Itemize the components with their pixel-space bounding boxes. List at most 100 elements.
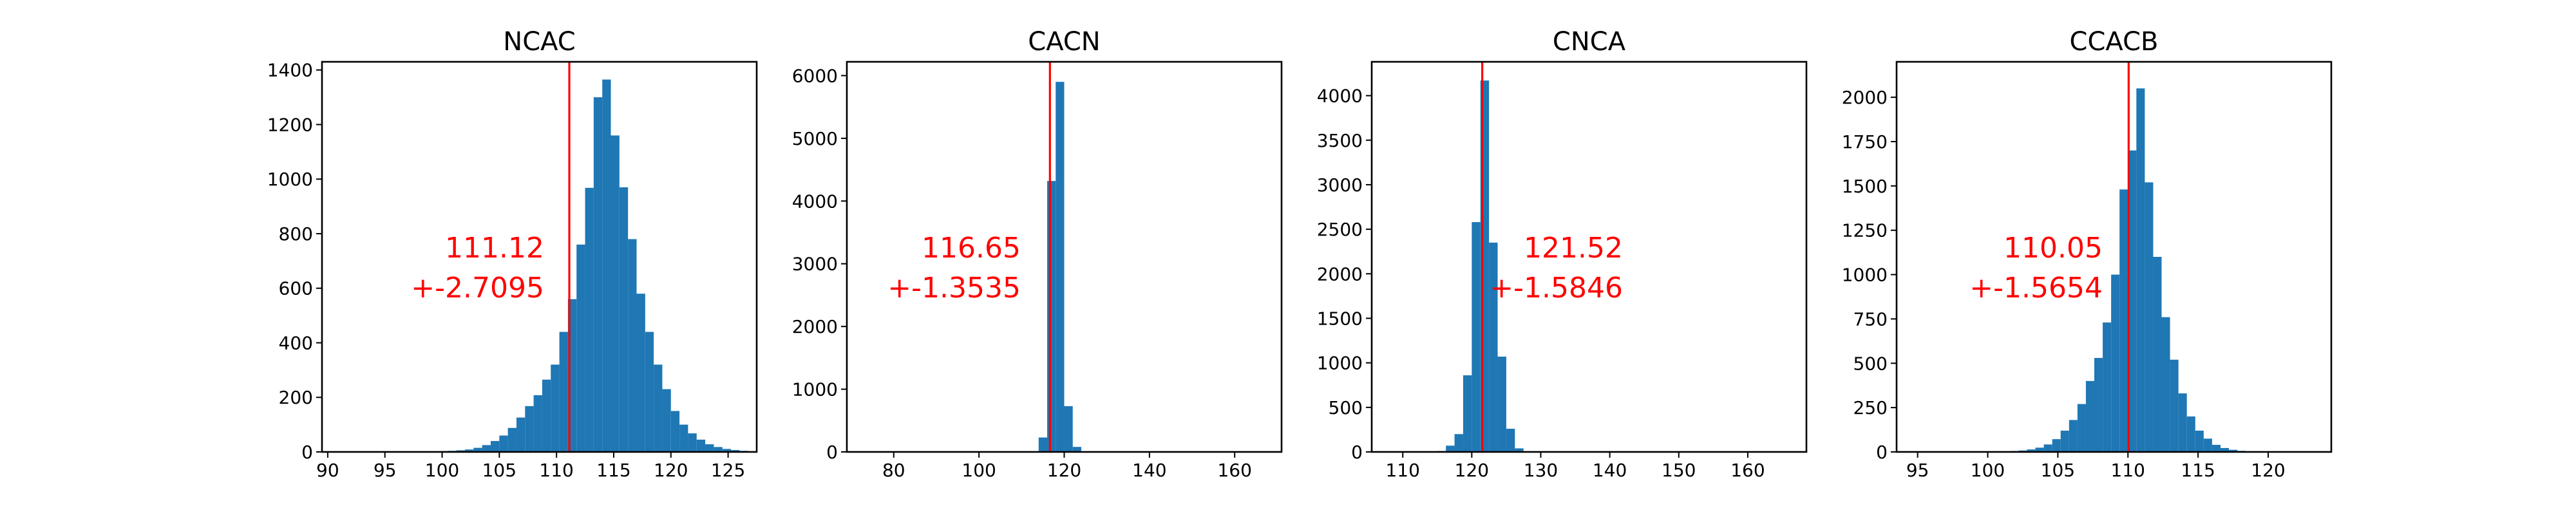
histogram-bar <box>2186 416 2195 452</box>
y-tick-label: 3500 <box>1317 130 1363 151</box>
histogram-bar <box>576 244 585 452</box>
panel-title: CACN <box>1028 27 1100 57</box>
y-tick-label: 0 <box>1351 442 1363 463</box>
y-tick-label: 3000 <box>1317 174 1363 196</box>
histogram-bar <box>705 444 714 452</box>
y-tick-label: 500 <box>1853 353 1888 374</box>
histogram-bar <box>507 427 516 452</box>
histogram-bar <box>2027 449 2036 452</box>
histogram-bars <box>413 79 757 453</box>
histogram-bar <box>1072 447 1081 452</box>
histogram-bar <box>628 239 637 452</box>
histogram-bar <box>2161 317 2170 452</box>
y-tick-label: 5000 <box>792 128 838 149</box>
histogram-bar <box>491 441 500 452</box>
histogram-bar <box>2069 420 2078 452</box>
y-tick-label: 3000 <box>792 254 838 275</box>
histogram-bar <box>688 433 697 452</box>
mean-annotation: 116.65 <box>922 232 1021 265</box>
histogram-bar <box>2060 430 2069 452</box>
y-tick-label: 0 <box>1876 442 1888 463</box>
x-tick-label: 95 <box>374 460 397 481</box>
histogram-bar <box>2052 439 2061 452</box>
y-tick-label: 2000 <box>1842 87 1888 108</box>
histogram-bar <box>516 417 526 452</box>
axes-frame <box>1895 61 2333 453</box>
histogram-bars <box>1030 82 1081 453</box>
histogram-bar <box>654 364 663 452</box>
histogram-bar <box>1454 434 1463 452</box>
histogram-bar <box>593 97 603 453</box>
y-tick-label: 750 <box>1853 308 1888 330</box>
panel-cacn: CACN 116.65 +-1.3535 80 100 120 140 160 0 1000… <box>792 27 1283 481</box>
y-tick-label: 1500 <box>1842 176 1888 197</box>
histogram-bar <box>696 439 706 452</box>
panel-title: CCACB <box>2070 27 2159 57</box>
x-tick-label: 115 <box>596 460 630 481</box>
y-tick-label: 2500 <box>1317 219 1363 240</box>
histogram-bar <box>611 135 620 453</box>
x-tick-label: 100 <box>425 460 459 481</box>
histogram-bar <box>2145 182 2154 452</box>
mean-annotation: 110.05 <box>2003 232 2103 265</box>
x-tick-label: 120 <box>1047 460 1081 481</box>
histogram-bar <box>2229 449 2238 452</box>
histogram-bar <box>2077 404 2086 452</box>
histogram-bar <box>465 449 474 452</box>
panel-title: CNCA <box>1553 27 1626 57</box>
x-tick-label: 140 <box>1593 460 1627 481</box>
histogram-bar <box>499 435 508 452</box>
histogram-bar <box>2035 447 2044 452</box>
histogram-bar <box>1489 242 1498 452</box>
x-tick-label: 160 <box>1730 460 1765 481</box>
histogram-bar <box>1446 445 1455 452</box>
y-tick-label: 600 <box>279 278 313 299</box>
y-tick-label: 2000 <box>792 316 838 337</box>
histogram-bar <box>1038 437 1048 452</box>
y-tick-label: 400 <box>279 332 313 353</box>
y-tick-label: 0 <box>826 442 838 463</box>
y-tick-label: 1200 <box>267 114 313 135</box>
x-tick-label: 100 <box>1971 460 2005 481</box>
error-annotation: +-2.7095 <box>411 272 544 304</box>
x-tick-label: 105 <box>2041 460 2075 481</box>
histogram-bar <box>2043 444 2052 452</box>
x-tick-label: 140 <box>1132 460 1166 481</box>
histogram-bar <box>636 294 645 452</box>
histogram-bar <box>2195 430 2204 452</box>
y-tick-label: 4000 <box>792 191 838 212</box>
x-tick-label: 95 <box>1906 460 1929 481</box>
histogram-bar <box>602 79 611 453</box>
histogram-bar <box>722 449 732 452</box>
histogram-bar <box>2128 150 2137 453</box>
axes-frame <box>1370 61 1808 453</box>
x-tick-label: 80 <box>882 460 905 481</box>
y-tick-label: 500 <box>1329 397 1363 418</box>
histogram-bar <box>1497 356 1506 452</box>
x-tick-label: 120 <box>1455 460 1489 481</box>
histogram-bar <box>670 411 680 452</box>
histogram-bar <box>2119 189 2128 452</box>
y-tick-label: 800 <box>279 223 313 245</box>
y-tick-label: 6000 <box>792 65 838 86</box>
histogram-bar <box>2203 438 2212 452</box>
histogram-bar <box>2111 274 2120 452</box>
histogram-bar <box>1064 406 1073 452</box>
y-tick-label: 1500 <box>1317 308 1363 329</box>
y-tick-label: 1000 <box>267 169 313 190</box>
x-tick-label: 110 <box>539 460 573 481</box>
y-tick-label: 1250 <box>1842 220 1888 241</box>
panel-cnca: CNCA 121.52 +-1.5846 110 120 130 140 150 160 0… <box>1317 27 1808 481</box>
panel-ccacb: CCACB 110.05 +-1.5654 95 100 105 110 115 120 0… <box>1842 27 2333 481</box>
mean-annotation: 111.12 <box>445 232 544 265</box>
histogram-bar <box>619 187 629 452</box>
x-tick-label: 100 <box>961 460 996 481</box>
histogram-bars <box>1985 88 2255 453</box>
histogram-bar <box>645 332 654 452</box>
y-tick-label: 1750 <box>1842 131 1888 153</box>
histogram-bar <box>542 379 551 452</box>
histogram-bar <box>1056 82 1065 453</box>
histogram-bar <box>2153 257 2162 452</box>
histogram-bar <box>2085 380 2095 452</box>
x-tick-label: 90 <box>316 460 339 481</box>
